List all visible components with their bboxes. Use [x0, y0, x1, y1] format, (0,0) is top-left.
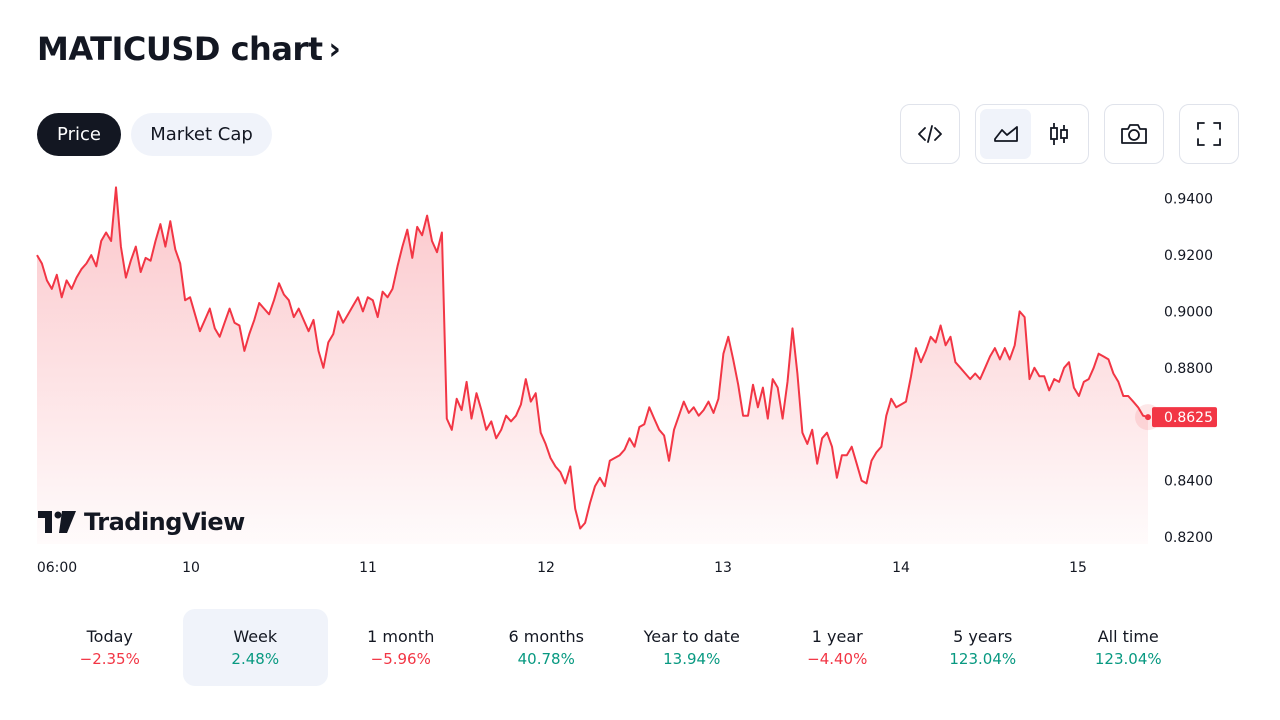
candlestick-chart-icon [1049, 123, 1068, 145]
embed-code-icon [918, 125, 942, 143]
price-line [36, 186, 1149, 530]
period-5-years[interactable]: 5 years 123.04% [910, 609, 1056, 686]
period-change: 40.78% [517, 650, 575, 668]
x-tick-label: 10 [182, 560, 200, 576]
price-chart[interactable]: 0.9400 0.9200 0.9000 0.8800 0.8400 0.8200 06:… [0, 170, 1280, 590]
period-year-to-date[interactable]: Year to date 13.94% [619, 609, 765, 686]
x-tick-label: 15 [1069, 560, 1087, 576]
tradingview-logo-text: TradingView [84, 508, 245, 536]
fullscreen-button[interactable] [1179, 104, 1239, 164]
tradingview-logo-icon [38, 511, 76, 533]
period-selector: Today −2.35% Week 2.48% 1 month −5.96% 6… [37, 609, 1201, 686]
x-tick-label: 13 [714, 560, 732, 576]
tab-price-label: Price [57, 124, 101, 145]
x-axis: 06:00 10 11 12 13 14 15 [37, 560, 1087, 576]
x-tick-label: 06:00 [37, 560, 77, 576]
x-tick-label: 14 [892, 560, 910, 576]
last-price-dot [1145, 414, 1151, 421]
chevron-right-icon: › [328, 31, 341, 67]
candles-style-button[interactable] [1033, 109, 1084, 159]
y-tick-label: 0.8200 [1164, 530, 1213, 546]
tab-price[interactable]: Price [37, 113, 121, 156]
y-tick-label: 0.9000 [1164, 304, 1213, 320]
period-label: All time [1097, 627, 1159, 646]
area-chart-icon [993, 126, 1018, 142]
period-all-time[interactable]: All time 123.04% [1056, 609, 1202, 686]
x-tick-label: 11 [359, 560, 377, 576]
period-label: 1 year [811, 627, 863, 646]
period-1-year[interactable]: 1 year −4.40% [765, 609, 911, 686]
last-price-label: 0.8625 [1164, 410, 1213, 426]
y-tick-label: 0.9200 [1164, 248, 1213, 264]
chart-title-text: MATICUSD chart [37, 30, 323, 68]
period-change: 123.04% [1094, 650, 1162, 668]
period-today[interactable]: Today −2.35% [37, 609, 183, 686]
chart-title[interactable]: MATICUSD chart › [37, 30, 341, 68]
period-label: Week [233, 627, 278, 646]
period-change: 123.04% [949, 650, 1017, 668]
tradingview-logo[interactable]: TradingView [38, 508, 245, 536]
period-1-month[interactable]: 1 month −5.96% [328, 609, 474, 686]
period-label: Year to date [643, 627, 740, 646]
period-change: −5.96% [370, 650, 431, 668]
period-label: 5 years [953, 627, 1013, 646]
tab-market-cap-label: Market Cap [150, 124, 253, 145]
chart-style-group [975, 104, 1089, 164]
area-style-button[interactable] [980, 109, 1031, 159]
tab-market-cap[interactable]: Market Cap [131, 113, 272, 156]
last-price-marker: 0.8625 [1135, 404, 1217, 431]
embed-button[interactable] [900, 104, 960, 164]
fullscreen-icon [1197, 122, 1221, 146]
period-change: −4.40% [807, 650, 868, 668]
period-6-months[interactable]: 6 months 40.78% [474, 609, 620, 686]
camera-icon [1121, 124, 1147, 144]
y-tick-label: 0.8800 [1164, 361, 1213, 377]
x-tick-label: 12 [537, 560, 555, 576]
period-change: −2.35% [79, 650, 140, 668]
y-tick-label: 0.9400 [1164, 192, 1213, 208]
period-label: Today [86, 627, 133, 646]
last-price-badge [1152, 407, 1217, 428]
price-area-fill [37, 187, 1148, 544]
snapshot-button[interactable] [1104, 104, 1164, 164]
period-change: 2.48% [231, 650, 280, 668]
y-tick-label: 0.8400 [1164, 474, 1213, 490]
period-label: 6 months [508, 627, 585, 646]
y-axis: 0.9400 0.9200 0.9000 0.8800 0.8400 0.8200 [1164, 192, 1213, 546]
period-label: 1 month [367, 627, 435, 646]
period-change: 13.94% [663, 650, 721, 668]
period-week[interactable]: Week 2.48% [182, 609, 328, 686]
